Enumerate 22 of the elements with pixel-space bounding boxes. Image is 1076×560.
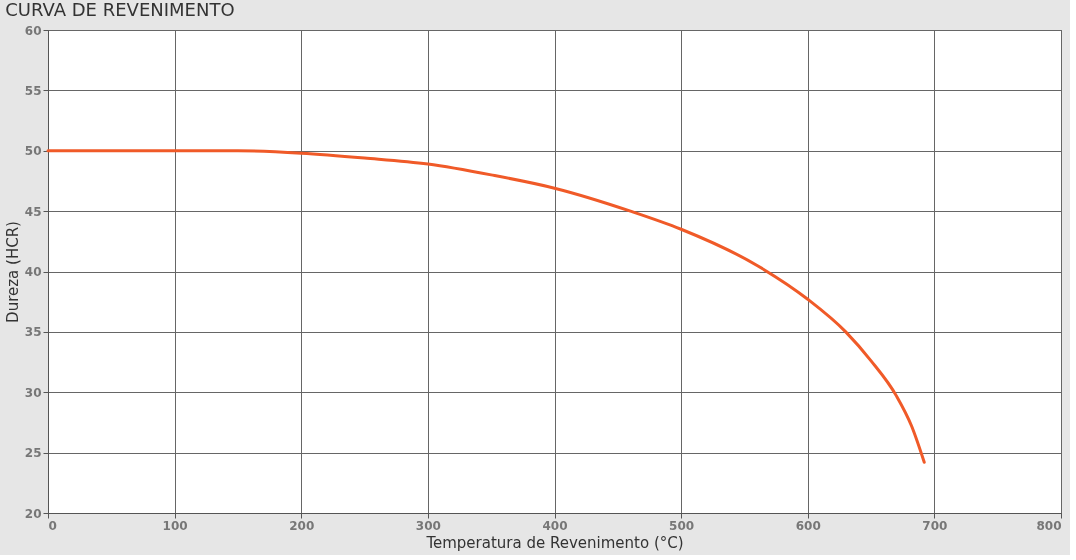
x-tick-label: 200 [289, 518, 315, 533]
y-tick-label: 45 [24, 204, 42, 219]
y-tick-label: 55 [24, 83, 42, 98]
chart-title: CURVA DE REVENIMENTO [5, 0, 235, 20]
x-tick-label: 500 [669, 518, 695, 533]
x-tick-label: 0 [48, 518, 57, 533]
y-tick-label: 35 [24, 325, 42, 340]
y-tick-label: 25 [24, 446, 42, 461]
y-tick-label: 60 [24, 23, 42, 38]
y-tick-label: 20 [24, 506, 42, 521]
line-series [46, 149, 926, 464]
y-axis-title: Dureza (HCR) [3, 221, 22, 323]
x-axis-title: Temperatura de Revenimento (°C) [425, 533, 684, 552]
x-tick-label: 400 [542, 518, 568, 533]
x-tick-label: 700 [922, 518, 948, 533]
x-tick-label: 800 [1036, 518, 1062, 533]
x-tick-label: 100 [162, 518, 188, 533]
x-tick-label: 600 [795, 518, 821, 533]
y-tick-label: 50 [24, 144, 42, 159]
y-tick-label: 40 [24, 265, 42, 279]
x-tick-label: 300 [415, 518, 441, 533]
y-tick-label: 30 [24, 385, 42, 400]
